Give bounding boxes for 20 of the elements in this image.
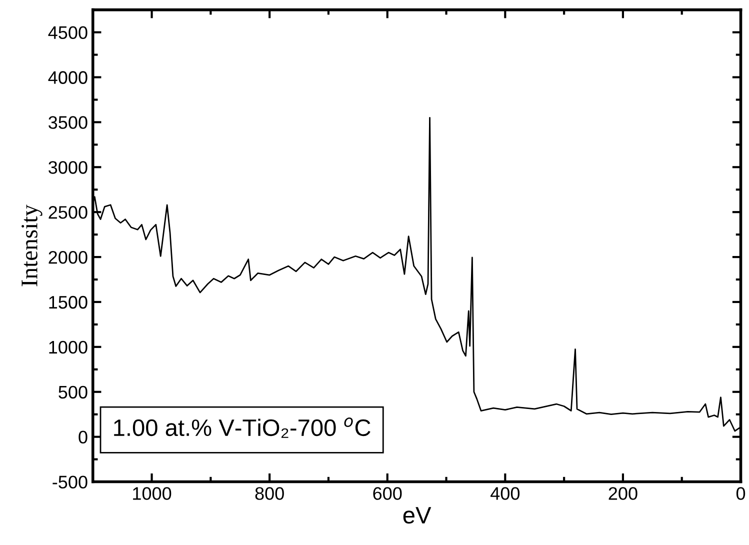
- y-tick-label: 4000: [48, 71, 88, 84]
- x-tick-label: 800: [255, 487, 284, 500]
- y-axis-title: Intensity: [22, 204, 42, 286]
- y-tick-label: 4500: [48, 26, 88, 40]
- x-tick-label: 200: [608, 487, 638, 500]
- x-tick-label: 0: [736, 487, 746, 500]
- y-tick-label: 3000: [48, 161, 88, 174]
- y-tick-label: 500: [58, 386, 88, 399]
- x-axis-title: eV: [403, 507, 432, 524]
- y-tick-label: 1000: [49, 340, 88, 354]
- annotation: 1.00 at.% V-TiO₂-700 $^{o}$C: [114, 418, 370, 438]
- x-tick-label: 600: [373, 487, 402, 500]
- x-tick-label: 1000: [133, 487, 172, 500]
- y-tick-label: 2500: [48, 206, 88, 219]
- y-tick-label: 2000: [48, 250, 88, 264]
- y-tick-label: 3500: [48, 116, 88, 129]
- y-tick-label: 1500: [49, 296, 88, 309]
- y-tick-label: -500: [52, 476, 88, 488]
- x-tick-label: 400: [490, 487, 520, 500]
- y-tick-label: 0: [78, 430, 88, 444]
